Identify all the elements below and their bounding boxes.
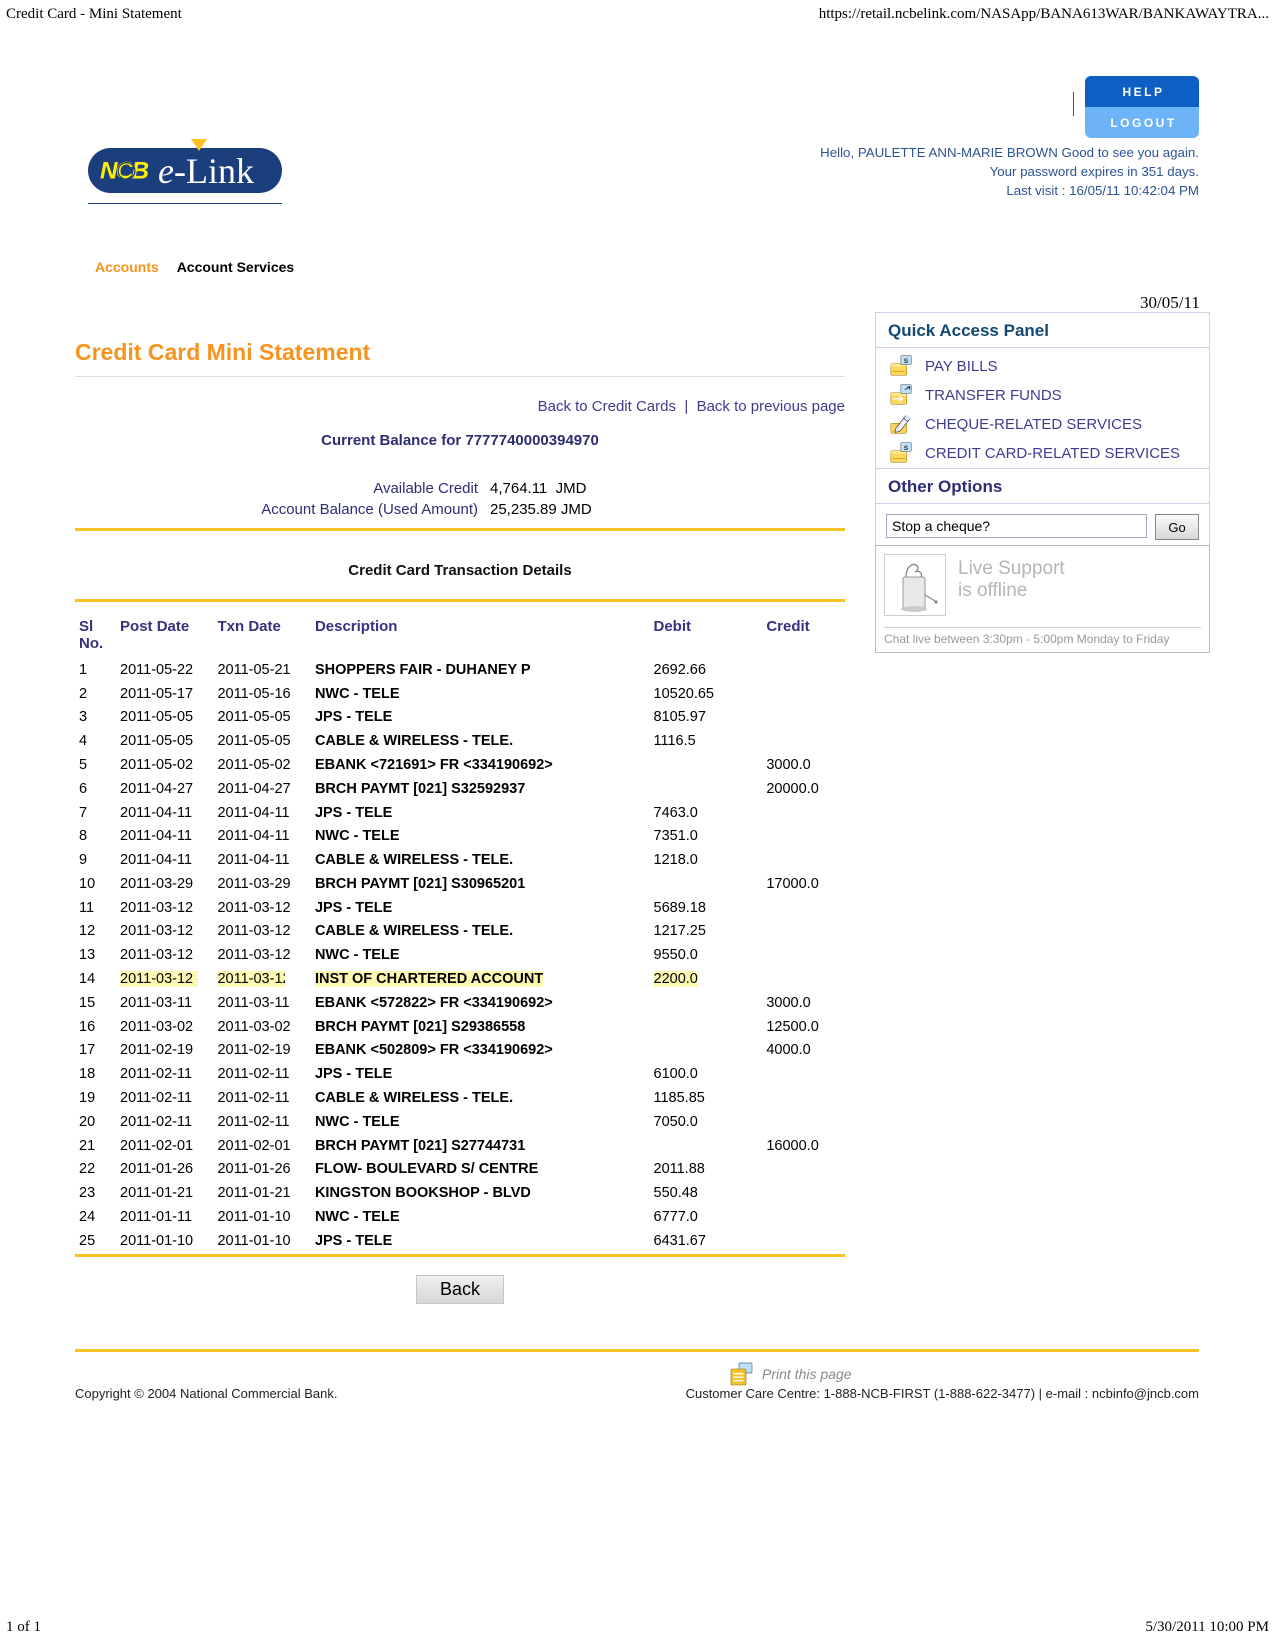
svg-text:S: S bbox=[904, 445, 909, 452]
svg-text:S: S bbox=[904, 358, 909, 365]
